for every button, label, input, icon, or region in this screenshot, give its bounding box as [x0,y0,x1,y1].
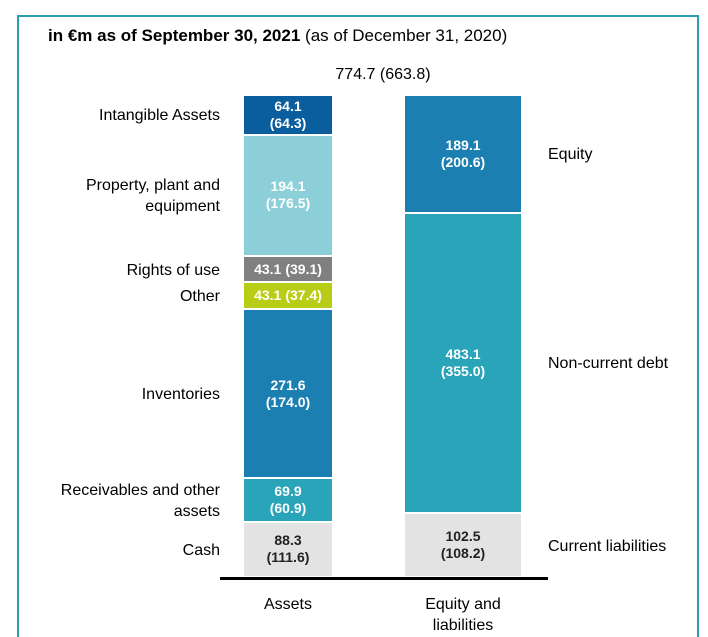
total: 774.7 [335,66,376,83]
prior-value-label: (108.2) [440,545,486,562]
prior-value-label: (39.1) [285,260,322,277]
total-label: 774.7 (663.8) [283,66,483,84]
bar-segment: 64.1 (64.3) [244,96,332,134]
bar-segment: 43.1 (39.1) [244,256,332,282]
frame [17,15,699,637]
prior-value-label: (60.9) [269,499,307,516]
title: in €m as of September 30, 2021 [48,26,301,45]
bar-segment: 483.1 (355.0) [405,213,521,513]
value-label: 43.1 [254,287,282,304]
prior-value-label: (64.3) [269,114,307,131]
bar-segment: 102.5 (108.2) [405,514,521,576]
segment-label: Cash [182,541,220,559]
bar-segment: 88.3 (111.6) [244,522,332,576]
value-label: 43.1 [254,260,282,277]
segment-label: Property, plant and equipment [85,177,220,216]
value-label: 88.3 [274,532,302,549]
segment-label: Intangible Assets [99,107,220,125]
bar-segment: 69.9 (60.9) [244,479,332,521]
segment-label: Rights of use [126,261,220,279]
value-label: 64.1 [274,97,302,114]
prior-value-label: (176.5) [265,195,311,212]
bar-segment: 189.1 (200.6) [405,96,521,212]
baseline [220,577,548,580]
total-prior: (663.8) [379,66,431,83]
value-label: 194.1 [270,178,306,195]
segment-label: Inventories [141,386,220,404]
category-label: Assets [263,596,312,613]
value-label: 189.1 [445,136,481,153]
chart-title: in €m as of September 30, 2021 (as of De… [48,26,507,46]
segment-label: Equity [548,146,593,164]
prior-value-label: (111.6) [266,549,310,566]
value-label: 271.6 [270,376,306,393]
segment-label: Non-current debt [548,355,669,373]
value-label: 69.9 [274,482,302,499]
category-label: Equity and liabilities [425,596,501,634]
segment-label: Other [179,288,220,306]
bar-segment: 43.1 (37.4) [244,283,332,309]
value-label: 483.1 [445,345,481,362]
prior-value-label: (355.0) [440,362,486,379]
segment-label: Receivables and other assets [60,481,220,520]
prior-value-label: (174.0) [265,393,311,410]
value-label: 102.5 [445,528,481,545]
bar-segment: 271.6 (174.0) [244,310,332,478]
bar-segment: 194.1 (176.5) [244,135,332,255]
prior-value-label: (200.6) [440,153,486,170]
prior-value-label: (37.4) [285,287,322,304]
subtitle: (as of December 31, 2020) [305,26,508,45]
segment-label: Current liabilities [548,537,667,555]
